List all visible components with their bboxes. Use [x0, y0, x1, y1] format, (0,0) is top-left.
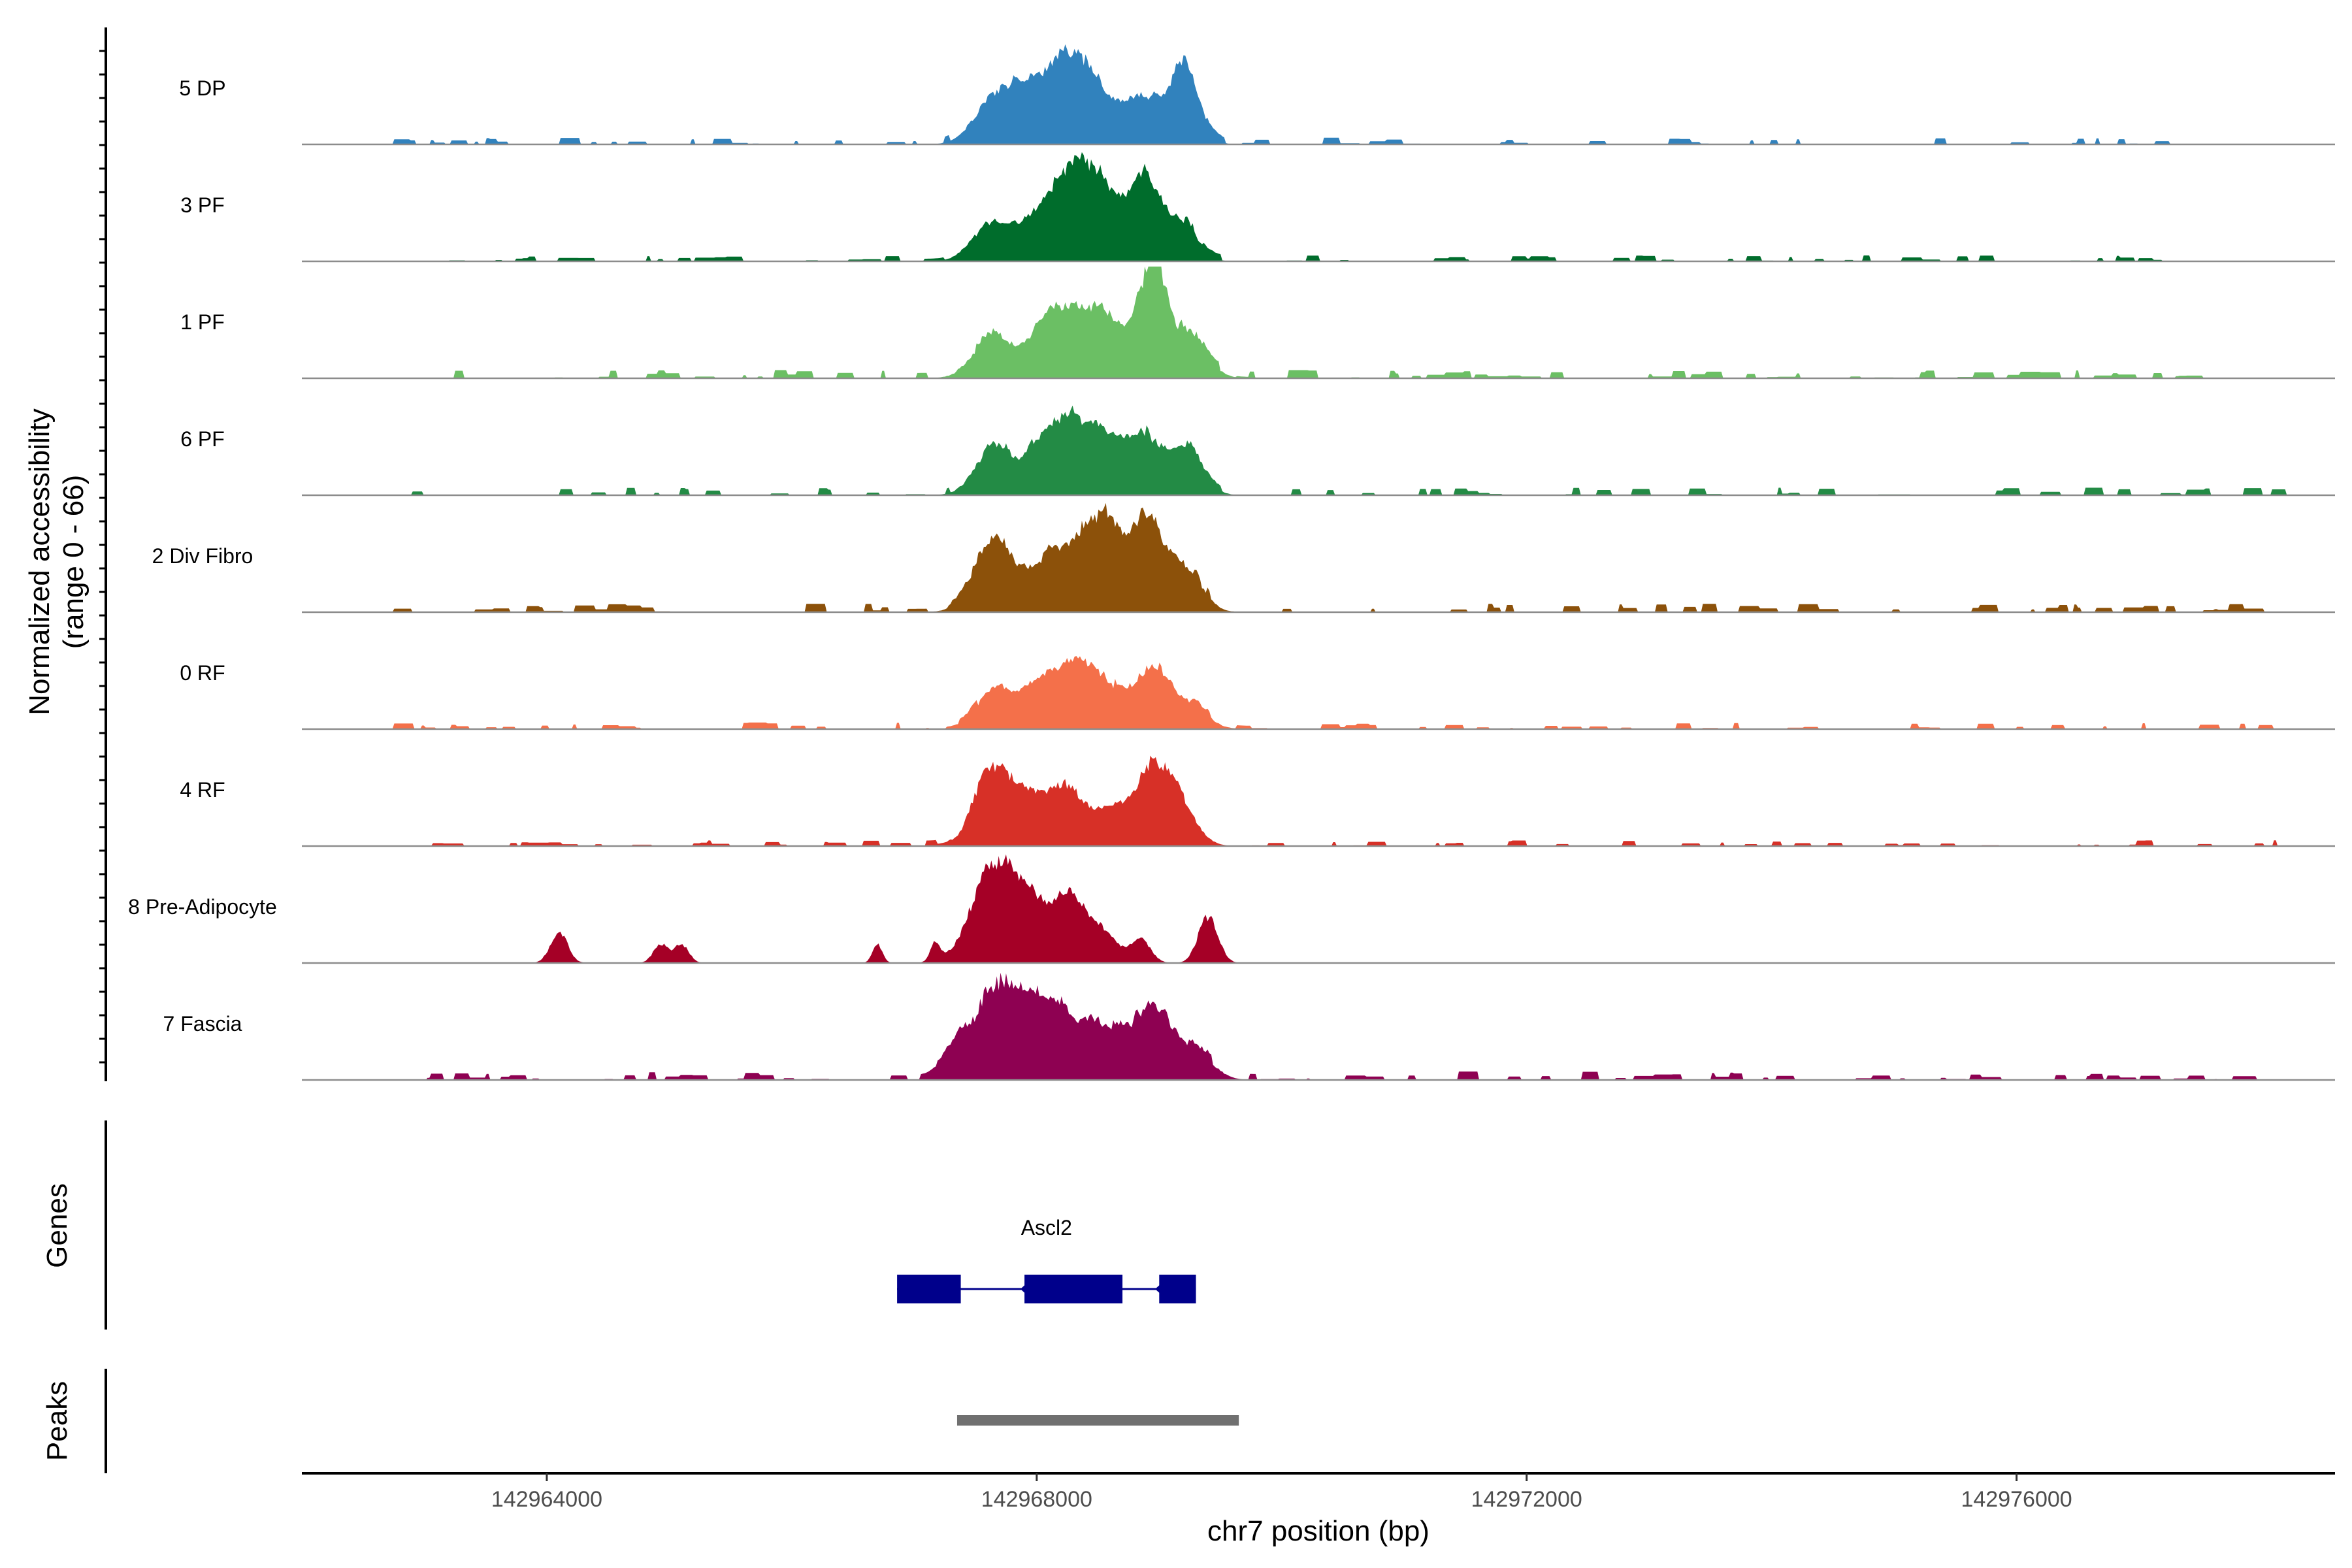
peaks-panel-label: Peaks	[41, 1381, 73, 1461]
gene-label: Ascl2	[1021, 1216, 1072, 1239]
x-tick-label: 142972000	[1471, 1487, 1582, 1512]
y-axis-title: Normalized accessibility (range 0 - 66)	[24, 408, 90, 715]
track-coverage-area	[302, 972, 2335, 1080]
track-6-pf: 6 PF	[180, 405, 2335, 497]
track-label: 2 Div Fibro	[152, 544, 253, 568]
track-1-pf: 1 PF	[180, 267, 2335, 380]
x-tick-label: 142976000	[1961, 1487, 2072, 1512]
track-8-pre-adipocyte: 8 Pre-Adipocyte	[128, 854, 2335, 964]
track-coverage-area	[302, 755, 2335, 846]
coverage-tracks: 5 DP 3 PF 1 PF 6 PF 2 Div Fibro 0 RF 4 RF 8 Pre…	[128, 44, 2335, 1081]
x-axis: 142964000 142968000 142972000 142976000 chr…	[302, 1472, 2335, 1547]
track-label: 8 Pre-Adipocyte	[128, 895, 277, 919]
gene-strand-arrow	[1155, 1282, 1164, 1296]
gene-exon	[897, 1275, 961, 1303]
gene-exon	[1159, 1275, 1196, 1303]
track-4-rf: 4 RF	[180, 755, 2335, 847]
track-coverage-area	[302, 854, 2335, 963]
track-label: 3 PF	[180, 193, 225, 217]
track-7-fascia: 7 Fascia	[163, 972, 2335, 1081]
gene-ascl2: Ascl2	[897, 1216, 1196, 1303]
track-label: 0 RF	[180, 661, 225, 685]
track-3-pf: 3 PF	[180, 152, 2335, 263]
x-axis-title: chr7 position (bp)	[1207, 1515, 1429, 1547]
track-label: 6 PF	[180, 427, 225, 451]
track-coverage-area	[302, 44, 2335, 145]
track-coverage-area	[302, 152, 2335, 261]
track-5-dp: 5 DP	[179, 44, 2335, 146]
track-coverage-area	[302, 502, 2335, 612]
genes-panel: Genes Ascl2	[41, 1120, 1196, 1330]
track-coverage-area	[302, 405, 2335, 495]
track-label: 1 PF	[180, 310, 225, 334]
track-label: 4 RF	[180, 778, 225, 802]
track-label: 5 DP	[179, 76, 225, 100]
track-2-div-fibro: 2 Div Fibro	[152, 502, 2335, 613]
track-coverage-area	[302, 656, 2335, 729]
peak-region	[956, 1415, 1239, 1426]
track-0-rf: 0 RF	[180, 656, 2335, 730]
track-label: 7 Fascia	[163, 1012, 242, 1036]
gene-exon	[1024, 1275, 1123, 1303]
gene-strand-arrow	[1020, 1282, 1030, 1296]
coverage-y-axis	[99, 27, 107, 1081]
x-tick-label: 142964000	[491, 1487, 602, 1512]
genes-panel-label: Genes	[41, 1183, 73, 1268]
peaks-panel: Peaks	[41, 1369, 1239, 1473]
y-axis-title-line2: (range 0 - 66)	[57, 475, 90, 649]
y-axis-title-line1: Normalized accessibility	[24, 408, 56, 715]
x-tick-label: 142968000	[981, 1487, 1092, 1512]
track-coverage-area	[302, 267, 2335, 378]
